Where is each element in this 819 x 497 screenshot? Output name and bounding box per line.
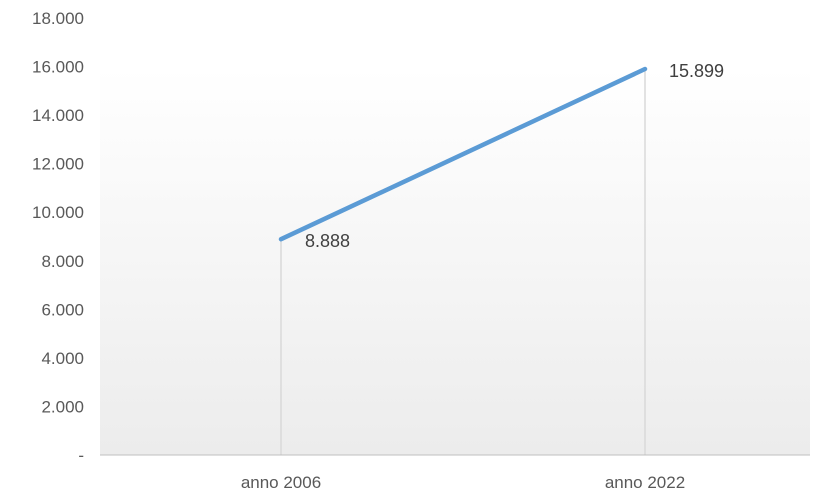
y-tick-label: 18.000: [32, 9, 84, 28]
y-tick-label: 10.000: [32, 203, 84, 222]
x-axis-category-labels: anno 2006 anno 2022: [241, 473, 685, 492]
y-axis-tick-labels: - 2.000 4.000 6.000 8.000 10.000 12.000 14.000 1…: [32, 9, 84, 465]
data-labels: 8.888 15.899: [305, 61, 724, 251]
data-label: 8.888: [305, 231, 350, 251]
data-label: 15.899: [669, 61, 724, 81]
y-tick-label: 8.000: [41, 252, 84, 271]
series-line: [278, 66, 648, 242]
x-category-label: anno 2022: [605, 473, 685, 492]
y-tick-label: 14.000: [32, 106, 84, 125]
y-tick-label: 4.000: [41, 349, 84, 368]
y-tick-label: 12.000: [32, 155, 84, 174]
plot-area-background: [100, 68, 810, 455]
y-tick-label: -: [78, 446, 84, 465]
y-tick-label: 2.000: [41, 397, 84, 416]
drop-lines: [280, 69, 646, 455]
y-tick-label: 6.000: [41, 300, 84, 319]
x-category-label: anno 2006: [241, 473, 321, 492]
y-tick-label: 16.000: [32, 58, 84, 77]
